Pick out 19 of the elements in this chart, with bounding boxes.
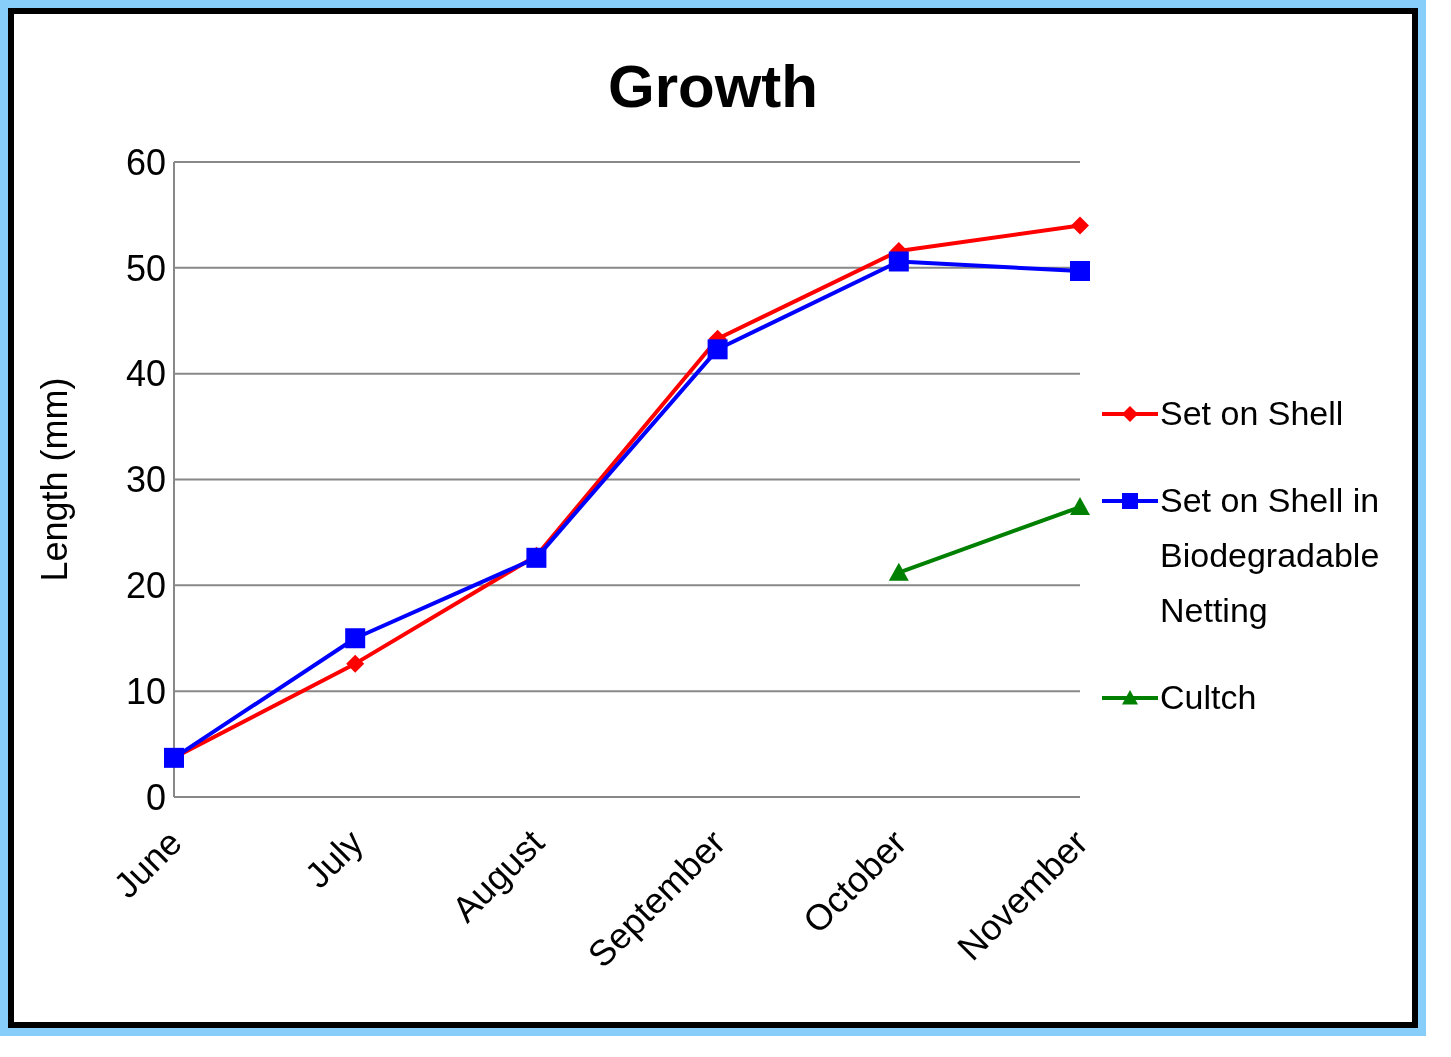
- y-tick-label: 10: [125, 670, 166, 712]
- chart-title: Growth: [607, 52, 819, 122]
- y-tick-label: 30: [125, 459, 166, 501]
- point: [1071, 216, 1089, 235]
- legend-label: Set on Shell: [1160, 393, 1344, 434]
- y-tick-label: 0: [145, 776, 166, 818]
- x-tick-label: July: [296, 821, 371, 896]
- y-axis-title: Length (mm): [33, 377, 75, 582]
- point: [346, 654, 365, 673]
- y-tick-label: 40: [125, 353, 166, 395]
- point: [345, 628, 366, 649]
- point: [1070, 261, 1090, 282]
- y-tick-label: 20: [125, 565, 166, 607]
- point: [888, 251, 909, 272]
- point: [707, 339, 728, 360]
- legend-label: Cultch: [1160, 677, 1257, 718]
- y-tick-label: 50: [125, 247, 166, 289]
- y-tick-label: 60: [125, 141, 166, 183]
- legend-label: Set on Shell in Biodegradable Netting: [1160, 480, 1381, 631]
